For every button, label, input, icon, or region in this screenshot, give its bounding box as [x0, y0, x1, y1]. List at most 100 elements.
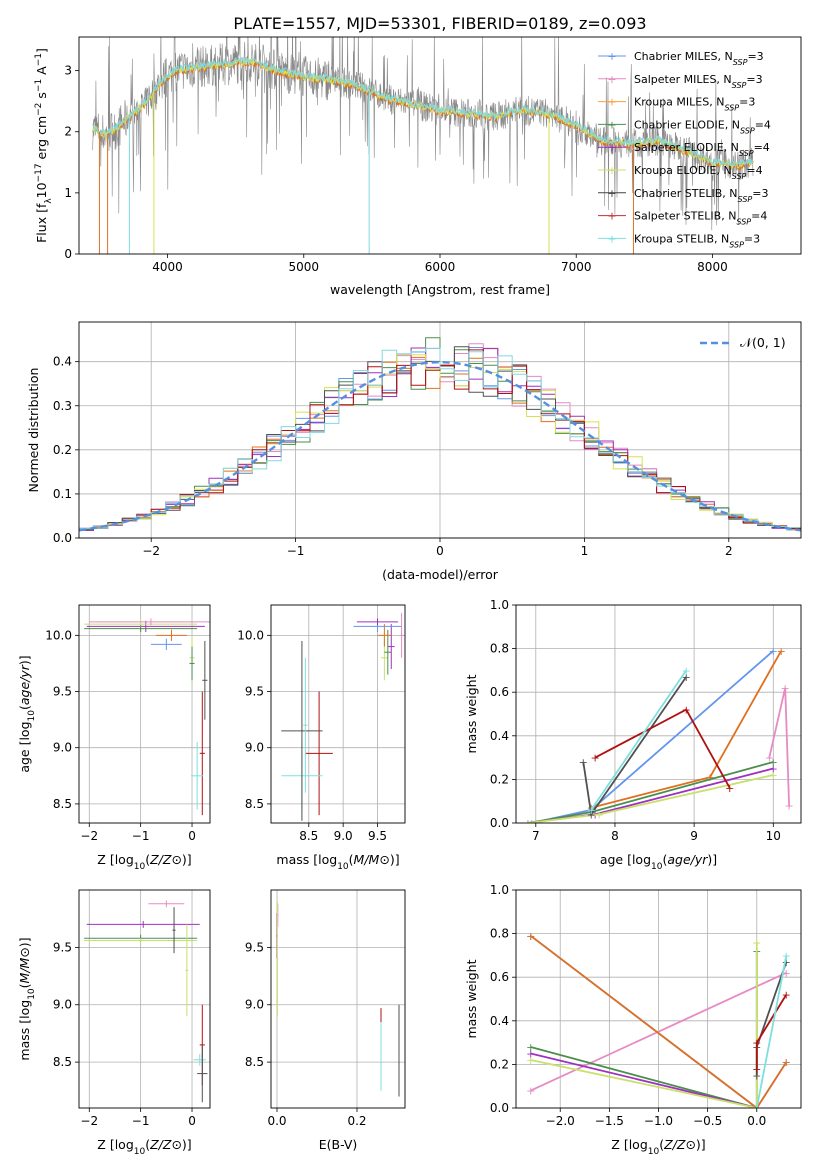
errorbar-point [380, 1021, 382, 1091]
x-axis-label: Z [log10(Z/Z⊙)] [97, 852, 191, 872]
x-tick-label: 8000 [697, 260, 728, 274]
label-part: )] [390, 852, 400, 867]
label-part: Z/Z⊙ [149, 852, 182, 867]
errorbar-points [84, 900, 208, 1103]
legend-marker: + [607, 141, 616, 154]
weight-marker: + [682, 664, 691, 677]
plot-frame [78, 321, 802, 539]
weight-marker: + [579, 756, 588, 769]
x-tick-label: 0.0 [747, 1114, 766, 1128]
y-tick-label: 0.6 [490, 685, 509, 699]
y-tick-label: 2 [64, 125, 72, 139]
y-tick-label: 0.8 [490, 642, 509, 656]
errorbar-point [398, 1004, 400, 1097]
axes-age_vs_mass: 8.5 9.0 9.5 8.5 9.0 9.5 10.0 mass [log10(M/M⊙)] [237, 604, 406, 872]
weight-marker: + [781, 682, 790, 695]
errorbar-point [89, 618, 210, 626]
weight-marker: + [782, 1056, 791, 1069]
errorbar-point [156, 629, 187, 641]
x-tick-label: 2 [725, 544, 733, 558]
y-tick-label: 9.0 [245, 998, 264, 1012]
figure-title: PLATE=1557, MJD=53301, FIBERID=0189, z=0… [233, 14, 646, 33]
x-tick-label: −2.0 [546, 1114, 575, 1128]
weight-marker: + [523, 817, 532, 830]
weight-marker: + [752, 1102, 761, 1115]
weight-marker: + [523, 817, 532, 830]
y-tick-label: 0.6 [490, 970, 509, 984]
legend-label-main: Chabrier ELODIE, N [634, 118, 740, 131]
weight-line [530, 971, 787, 1092]
y-tick-label: 0.4 [490, 1014, 509, 1028]
y-tick-label: 8.5 [245, 1055, 264, 1069]
weight-marker: + [782, 967, 791, 980]
legend-label-suffix: =4 [754, 141, 770, 154]
label-part: mass [log [276, 852, 337, 867]
weight-marker: + [752, 1063, 761, 1076]
legend-label-main: Salpeter ELODIE, N [634, 141, 739, 154]
label-part: ( [145, 1137, 150, 1152]
errorbar-point [193, 1054, 206, 1066]
legend-label-main: Chabrier MILES, N [634, 50, 733, 63]
legend-label-sub: SSP [732, 80, 747, 89]
weight-line [530, 942, 758, 1108]
x-tick-label: 8 [611, 829, 619, 843]
weight-marker: + [526, 1085, 535, 1098]
errorbar-point [197, 1044, 208, 1103]
legend-label-sub: SSP [724, 103, 739, 112]
errorbar-point [148, 900, 185, 908]
y-tick-label: 1.0 [490, 883, 509, 897]
residual-y-label: Normed distribution [26, 368, 41, 493]
weight-marker: + [782, 989, 791, 1002]
legend-label-main: Salpeter MILES, N [634, 73, 732, 86]
legend-label: 𝒩(0, 1) [740, 335, 786, 350]
x-axis-label: age [log10(age/yr)] [600, 852, 717, 872]
legend-marker: + [607, 118, 616, 131]
y-tick-label: 1 [64, 186, 72, 200]
legend-label-main: Kroupa STELIB, N [634, 232, 729, 245]
x-tick-label: 0 [436, 544, 444, 558]
x-tick-label: −0.5 [693, 1114, 722, 1128]
x-tick-label: 0.2 [347, 1114, 366, 1128]
errorbar-point [86, 620, 205, 632]
weight-marker: + [523, 817, 532, 830]
legend-label: Kroupa STELIB, NSSP=3 [634, 232, 760, 249]
legend-label-sub: SSP [736, 217, 751, 226]
weight-marker: + [587, 808, 596, 821]
x-tick-label: −1.5 [595, 1114, 624, 1128]
label-part: M/M⊙ [354, 852, 390, 867]
y-tick-label: 0.8 [490, 927, 509, 941]
label-part: Z [log [611, 1137, 647, 1152]
y-tick-label: 9.5 [53, 940, 72, 954]
legend-label-main: Kroupa ELODIE, N [634, 164, 732, 177]
legend-label: Kroupa ELODIE, NSSP=4 [634, 164, 763, 181]
normal-curve [79, 360, 801, 532]
legend-marker: + [607, 50, 616, 63]
legend-label: Chabrier MILES, NSSP=3 [634, 50, 764, 67]
weight-marker: + [725, 782, 734, 795]
legend-label-suffix: =4 [751, 210, 767, 223]
label-part: mass [log [17, 1000, 32, 1061]
y-tick-label: 8.5 [53, 797, 72, 811]
legend-label-suffix: =4 [755, 118, 771, 131]
axes-mass_weight_vs_Z: −2.0 −1.5 −1.0 −0.5 0.00.00.20.40.60.81.0+++… [464, 883, 802, 1157]
errorbar-points [84, 618, 210, 816]
label-part: )] [707, 852, 717, 867]
x-tick-label: 5000 [289, 260, 320, 274]
legend-label-suffix: =3 [739, 96, 755, 109]
label-part: Z [log [97, 1137, 133, 1152]
y-tick-label: 9.5 [245, 685, 264, 699]
y-tick-label: 8.5 [245, 797, 264, 811]
legend-marker: + [607, 73, 616, 86]
legend-label: Salpeter ELODIE, NSSP=4 [634, 141, 770, 158]
y-tick-label: 0 [64, 247, 72, 261]
x-tick-label: −1 [287, 544, 305, 558]
x-tick-label: 9.0 [334, 829, 353, 843]
errorbar-point [356, 618, 399, 626]
spectrum-model-line [92, 56, 754, 167]
x-tick-label: −1 [132, 1114, 150, 1128]
label-part: )] [182, 852, 192, 867]
y-tick-label: 1.0 [490, 598, 509, 612]
x-tick-label: 9.5 [368, 829, 387, 843]
errorbar-point [150, 638, 182, 650]
label-part: erg cm [34, 116, 49, 164]
